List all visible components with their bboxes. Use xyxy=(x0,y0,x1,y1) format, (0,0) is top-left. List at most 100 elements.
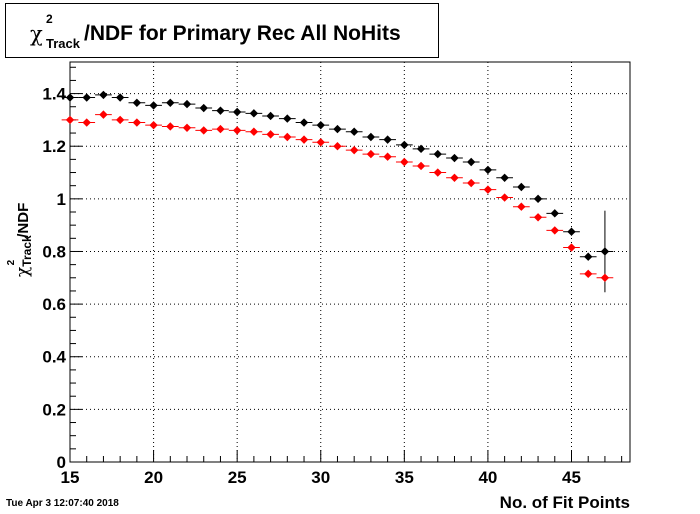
y-tick-label: 1.4 xyxy=(42,85,66,104)
data-point xyxy=(82,93,91,102)
data-point xyxy=(232,126,242,135)
x-tick-label: 15 xyxy=(61,468,80,487)
data-point xyxy=(166,122,175,131)
data-point xyxy=(366,132,376,142)
timestamp: Tue Apr 3 12:07:40 2018 xyxy=(6,498,119,509)
data-point xyxy=(216,124,225,134)
data-point xyxy=(216,106,225,115)
x-tick-label: 40 xyxy=(478,468,497,487)
data-point xyxy=(416,144,426,154)
data-point xyxy=(65,115,75,125)
data-point xyxy=(517,202,526,211)
y-tick-label: 0 xyxy=(57,453,66,472)
data-point xyxy=(433,168,442,177)
title-subscript: Track xyxy=(46,36,80,51)
title-superscript: 2 xyxy=(46,12,53,26)
data-point xyxy=(82,118,91,127)
data-point xyxy=(600,273,610,282)
data-point xyxy=(383,152,392,161)
data-point xyxy=(232,107,242,117)
data-series xyxy=(61,90,614,293)
data-point xyxy=(299,135,309,144)
data-point xyxy=(149,101,158,110)
data-point xyxy=(483,165,493,175)
data-point xyxy=(366,149,376,159)
data-point xyxy=(132,118,142,127)
data-point xyxy=(466,157,476,167)
y-tick-label: 1.2 xyxy=(42,137,66,156)
chart-title: χ 2 Track /NDF for Primary Rec All NoHit… xyxy=(5,3,439,58)
title-chi-symbol: χ xyxy=(30,22,43,46)
data-point xyxy=(550,209,559,218)
data-point xyxy=(517,182,526,192)
data-point xyxy=(166,98,175,107)
x-tick-label: 45 xyxy=(562,468,581,487)
data-point xyxy=(450,173,459,182)
x-tick-label: 25 xyxy=(228,468,247,487)
data-point xyxy=(266,111,275,121)
data-point xyxy=(349,145,359,155)
data-point xyxy=(466,178,476,188)
x-tick-label: 35 xyxy=(395,468,414,487)
data-point xyxy=(182,99,192,109)
data-point xyxy=(483,185,493,194)
data-point xyxy=(333,124,342,134)
data-point xyxy=(584,252,593,261)
data-point xyxy=(550,226,559,235)
tick-labels: 15 20 25 30 35 40 45 0 0.2 0.4 0.6 0.8 1 1.2 1.4 xyxy=(42,85,581,487)
data-point xyxy=(316,138,325,147)
data-point xyxy=(533,194,543,204)
data-point xyxy=(182,123,192,132)
data-point xyxy=(567,243,576,252)
data-point xyxy=(283,114,292,123)
axes xyxy=(69,61,631,463)
y-tick-label: 0.2 xyxy=(42,400,66,419)
ylabel-subscript: Track xyxy=(20,235,34,267)
data-point xyxy=(567,227,576,236)
data-point xyxy=(333,142,342,151)
y-tick-label: 0.6 xyxy=(42,295,66,314)
data-point xyxy=(400,157,409,167)
x-tick-label: 20 xyxy=(144,468,163,487)
data-point xyxy=(500,193,509,202)
title-text: /NDF for Primary Rec All NoHits xyxy=(84,22,401,45)
series-1 xyxy=(61,110,614,282)
data-point xyxy=(416,161,426,171)
data-point xyxy=(115,115,125,125)
data-point xyxy=(266,130,275,139)
ylabel-chi-symbol: χ xyxy=(13,266,33,277)
data-point xyxy=(65,93,75,102)
y-tick-label: 1 xyxy=(57,190,66,209)
data-point xyxy=(383,135,392,144)
data-point xyxy=(199,103,208,113)
series-0 xyxy=(61,90,614,293)
data-point xyxy=(99,90,108,100)
data-point xyxy=(433,149,442,159)
ylabel-superscript: 2 xyxy=(6,259,17,266)
data-point xyxy=(584,269,593,279)
data-point xyxy=(299,118,309,127)
x-tick-label: 30 xyxy=(311,468,330,487)
data-point xyxy=(349,127,359,136)
y-axis-label: χTrack2/NDF xyxy=(6,165,46,277)
data-point xyxy=(316,120,325,130)
x-axis-label: No. of Fit Points xyxy=(499,493,630,512)
axis-ticks xyxy=(69,66,623,463)
data-point xyxy=(99,110,108,119)
data-point xyxy=(400,140,409,150)
data-point xyxy=(500,173,509,182)
data-point xyxy=(132,98,142,107)
data-point xyxy=(249,127,259,136)
data-point xyxy=(600,247,610,256)
ylabel-text: /NDF xyxy=(15,202,32,238)
data-point xyxy=(533,213,543,222)
plot-frame xyxy=(69,61,631,463)
data-point xyxy=(450,153,459,163)
data-point xyxy=(199,126,208,135)
data-point xyxy=(149,120,158,130)
data-point xyxy=(115,93,125,102)
data-point xyxy=(283,132,292,142)
data-point xyxy=(249,109,259,118)
y-tick-label: 0.4 xyxy=(42,348,66,367)
